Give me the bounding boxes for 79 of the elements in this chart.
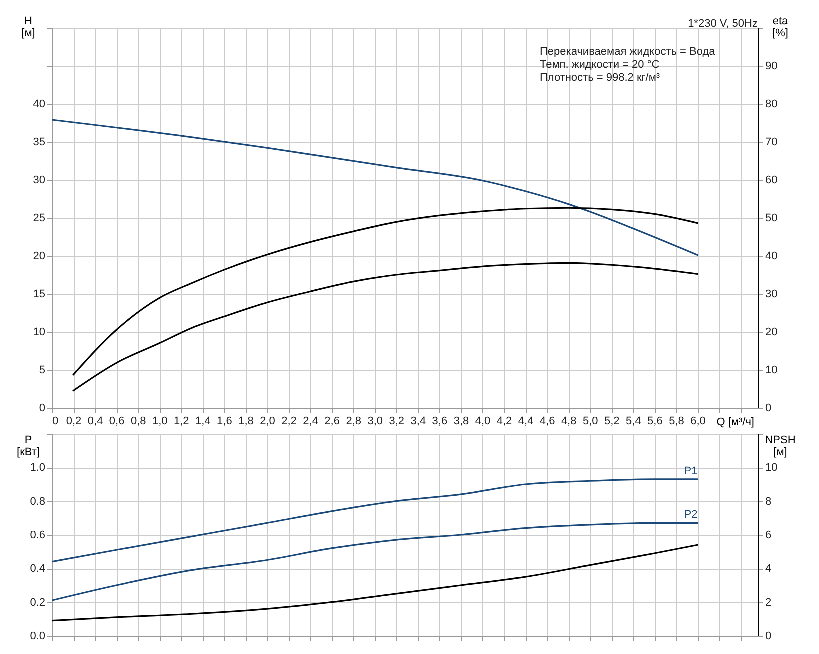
y-axis-title: P [кВт] [17,434,40,458]
annotation: Перекачиваемая жидкость = Вода [540,46,716,58]
x-tick-label: 2,6 [324,416,340,428]
series-label: P1 [684,465,698,478]
x-tick-label: 5,6 [648,416,663,428]
y2-tick-label: 8 [766,496,772,508]
y2-tick-label: 2 [766,596,772,609]
x-tick-label: 1,2 [174,416,190,428]
x-tick-label: 2,0 [260,416,276,428]
annotation: Плотность = 998.2 кг/м³ [540,72,660,84]
y-tick-label: 1.0 [30,462,46,474]
y-tick-label: 20 [33,250,46,262]
x-tick-label: 5,2 [604,416,620,428]
x-tick-label: 4,2 [496,416,512,428]
line-series [52,522,699,602]
line-series [72,207,699,376]
x-tick-label: 1,6 [217,416,232,428]
y-tick-label: 0.0 [30,630,46,642]
y-tick-label: 15 [33,288,46,300]
x-axis-title: Q [м³/ч] [716,416,754,428]
x-tick-label: 1,8 [238,416,254,428]
x-tick-label: 0,2 [66,416,82,428]
y-tick-label: 25 [33,212,46,224]
y-tick-label: 0.8 [30,496,46,508]
x-tick-label: 2,4 [303,416,318,428]
x-tick-label: 4,6 [540,416,556,428]
y-tick-label: 40 [33,98,46,110]
y-axis-title: H [м] [22,16,36,40]
y-tick-label: 30 [33,174,46,186]
y2-tick-label: 0 [766,402,772,414]
y2-tick-label: 90 [766,60,778,72]
y-tick-label: 5 [39,364,46,376]
x-tick-label: 3,0 [368,416,384,428]
x-tick-label: 0,6 [109,416,125,428]
y-tick-label: 10 [33,326,46,338]
y-tick-label: 0 [39,402,46,414]
x-tick-label: 4,4 [518,416,534,428]
y-tick-label: 0.4 [30,563,46,576]
y2-tick-label: 0 [766,630,772,642]
y2-axis-title: NPSH [м] [765,434,796,458]
x-tick-label: 1,4 [196,416,211,428]
x-tick-label: 4,8 [561,416,577,428]
x-tick-label: 4,0 [475,416,491,428]
y2-tick-label: 4 [766,563,772,576]
x-tick-label: 2,2 [282,416,297,428]
x-tick-label: 3,2 [389,416,405,428]
x-tick-label: 5,4 [626,416,642,428]
chart-title: 1*230 V, 50Hz [688,18,758,30]
y2-tick-label: 20 [766,326,778,338]
x-tick-label: 5,0 [582,416,598,428]
y-tick-label: 0.6 [30,530,46,542]
y2-axis-title: eta [%] [772,16,790,40]
y2-tick-label: 6 [766,530,772,542]
line-series [52,119,699,256]
x-tick-label: 6,0 [690,416,706,428]
y2-tick-label: 80 [766,98,778,110]
series-label: P2 [684,509,698,522]
x-tick-label: 1,0 [152,416,168,428]
x-tick-label: 3,4 [410,416,426,428]
y2-tick-label: 70 [766,136,778,148]
y2-tick-label: 50 [766,212,778,224]
x-tick-label: 0,8 [130,416,146,428]
y-tick-label: 0.2 [30,596,46,609]
x-tick-label: 3,8 [454,416,470,428]
x-tick-label: 0,4 [88,416,104,428]
x-tick-label: 2,8 [346,416,362,428]
line-series [52,478,699,563]
line-series [52,544,699,622]
y2-tick-label: 10 [766,462,778,474]
annotation: Темп. жидкости = 20 °C [540,59,660,71]
x-tick-label: 0 [52,416,59,428]
line-series [72,262,699,392]
y2-tick-label: 10 [766,364,778,376]
y-tick-label: 35 [33,136,46,148]
x-tick-label: 3,6 [432,416,448,428]
y2-tick-label: 40 [766,250,778,262]
y2-tick-label: 60 [766,174,778,186]
y2-tick-label: 30 [766,288,778,300]
x-tick-label: 5,8 [669,416,684,428]
